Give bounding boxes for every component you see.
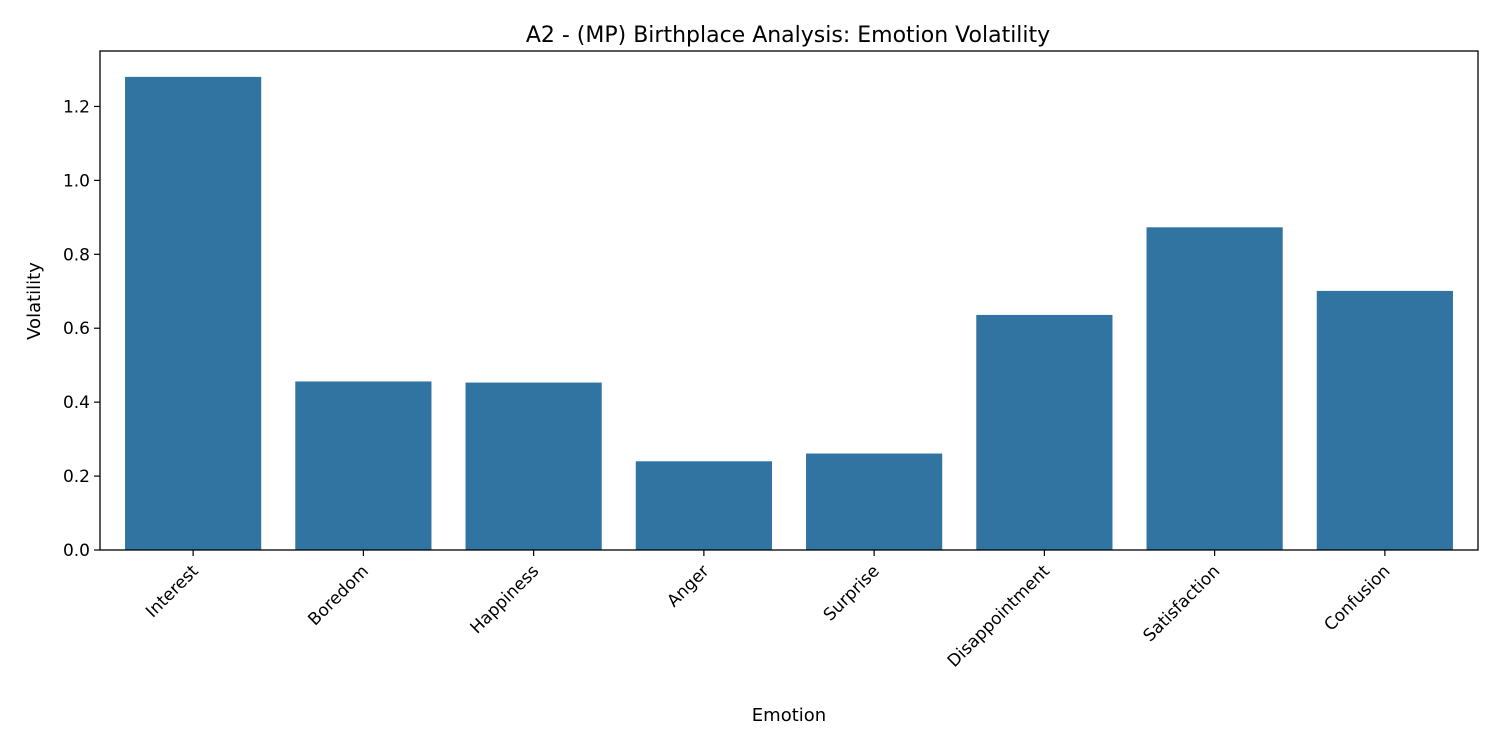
y-tick-label: 0.8 xyxy=(63,245,90,265)
x-axis: Interest Boredom Happiness Anger Surprise Dis… xyxy=(142,550,1394,671)
bar-satisfaction xyxy=(1146,227,1283,550)
x-tick-label: Disappointment xyxy=(944,561,1054,671)
y-tick-label: 0.0 xyxy=(63,541,90,561)
chart-title: A2 - (MP) Birthplace Analysis: Emotion V… xyxy=(526,23,1050,48)
x-tick-label: Satisfaction xyxy=(1139,561,1224,646)
x-tick-label: Confusion xyxy=(1320,561,1394,635)
x-tick-label: Happiness xyxy=(466,561,543,638)
y-tick-label: 0.4 xyxy=(63,393,90,413)
x-tick-label: Anger xyxy=(663,561,713,611)
y-tick-label: 1.0 xyxy=(63,171,90,191)
bar-happiness xyxy=(465,382,602,550)
bar-boredom xyxy=(295,381,432,550)
plot-frame xyxy=(99,50,1479,551)
bar-anger xyxy=(635,461,772,550)
y-tick-label: 1.2 xyxy=(63,97,90,117)
bar-confusion xyxy=(1316,290,1453,550)
y-axis-label: Volatility xyxy=(24,262,45,340)
x-tick-label: Interest xyxy=(142,561,203,622)
y-axis: 0.0 0.2 0.4 0.6 0.8 1.0 1.2 xyxy=(63,97,100,561)
bar-interest xyxy=(125,76,262,550)
y-tick-label: 0.2 xyxy=(63,467,90,487)
x-tick-label: Boredom xyxy=(304,561,373,630)
bars-group xyxy=(125,76,1453,550)
bar-disappointment xyxy=(976,314,1113,550)
bar-surprise xyxy=(806,453,943,550)
x-tick-label: Surprise xyxy=(820,561,884,625)
y-tick-label: 0.6 xyxy=(63,319,90,339)
x-axis-label: Emotion xyxy=(752,705,826,726)
